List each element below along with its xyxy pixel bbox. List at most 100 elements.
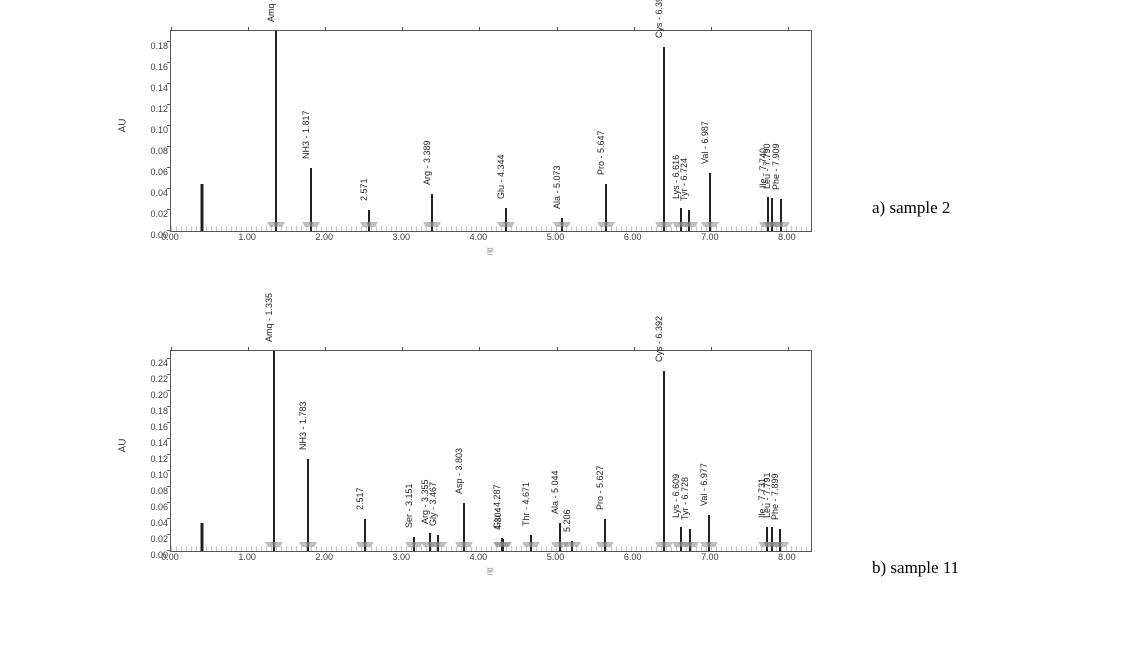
x-tick: 5.00 [547,552,565,562]
peak-label: Phe - 7.909 [771,144,781,191]
peak-marker-icon [273,222,285,232]
y-axis-label-b: AU [117,439,128,453]
peak-marker-icon [271,542,283,552]
y-tick: 0.06 [138,167,168,177]
y-tick: 0.20 [138,390,168,400]
peak [275,31,277,231]
x-tick: 8.00 [778,552,796,562]
peak-label: Phe - 7.899 [770,473,780,520]
peak-marker-icon [500,542,512,552]
peak-label: Thr - 4.671 [521,482,531,526]
injection-peak [200,184,203,231]
chromatogram-panel-b: AU 0.000.020.040.060.080.100.120.140.160… [120,340,840,590]
y-tick: 0.16 [138,62,168,72]
peak-label: Glu - 4.344 [496,154,506,199]
y-tick: 0.12 [138,104,168,114]
y-tick: 0.04 [138,518,168,528]
peak-label: Cys - 6.392 [654,316,664,362]
peak-marker-icon [706,542,718,552]
peak-label: Asp - 3.803 [454,448,464,494]
peak-label: Ser - 3.151 [404,483,414,528]
y-tick: 0.18 [138,406,168,416]
x-tick: 3.00 [393,552,411,562]
peak-marker-icon [778,222,790,232]
peak-marker-icon [603,222,615,232]
x-tick: 4.00 [470,232,488,242]
x-tick: 6.00 [624,552,642,562]
peak-label: Tyr - 6.724 [679,158,689,201]
y-axis-b: 0.000.020.040.060.080.100.120.140.160.18… [138,350,168,550]
peak [663,371,665,551]
caption-b: b) sample 11 [872,558,959,578]
y-tick: 0.02 [138,534,168,544]
y-tick: 0.24 [138,358,168,368]
x-tick: 5.00 [547,232,565,242]
peak-marker-icon [305,542,317,552]
x-tick: 1.00 [238,552,256,562]
y-axis-label-a: AU [117,119,128,133]
peak-label: Gly - 3.467 [428,482,438,526]
peak-marker-icon [503,222,515,232]
y-axis-a: 0.000.020.040.060.080.100.120.140.160.18 [138,30,168,230]
peak-marker-icon [777,542,789,552]
chromatogram-panel-a: AU 0.000.020.040.060.080.100.120.140.160… [120,20,840,270]
x-axis-a: 분 0.001.002.003.004.005.006.007.008.00 [170,232,810,252]
x-tick: 1.00 [238,232,256,242]
y-tick: 0.04 [138,188,168,198]
peak-marker-icon [308,222,320,232]
y-tick: 0.10 [138,125,168,135]
peak-label: NH3 - 1.817 [301,110,311,159]
y-tick: 0.22 [138,374,168,384]
peak-label: Amq - 1.362 [266,0,276,22]
x-tick: 8.00 [778,232,796,242]
peak-label: Val - 6.977 [699,463,709,506]
peak-marker-icon [528,542,540,552]
x-axis-label-b: 분 [486,566,493,577]
peak-label: Tyr - 6.728 [680,477,690,520]
x-tick: 7.00 [701,552,719,562]
peak-label: 5.206 [562,510,572,533]
peak-label: Pro - 5.627 [595,465,605,510]
peak-label: NH3 - 1.783 [298,401,308,450]
peak-label: Val - 6.987 [700,121,710,164]
page: AU 0.00 0.02 0.04 0.06 0.08 0.10 0.12 0.14 0.16 0… [0,0,1133,667]
peak-label: 2.517 [355,487,365,510]
peak-marker-icon [461,542,473,552]
x-tick: 2.00 [315,552,333,562]
y-tick: 0.10 [138,470,168,480]
peak-label: 2.571 [359,178,369,201]
plot-area-a: Amq - 1.362NH3 - 1.8172.571Arg - 3.389Gl… [170,30,812,232]
peak-marker-icon [429,222,441,232]
peak-label: Pro - 5.647 [596,130,606,175]
x-tick: 2.00 [315,232,333,242]
x-tick: 3.00 [393,232,411,242]
peak-marker-icon [687,542,699,552]
y-tick: 0.02 [138,209,168,219]
y-tick: 0.14 [138,83,168,93]
y-tick: 0.06 [138,502,168,512]
peak-marker-icon [366,222,378,232]
peak-label: Cys - 6.399 [654,0,664,38]
y-tick: 0.12 [138,454,168,464]
y-tick: 0.08 [138,486,168,496]
peak-marker-icon [435,542,447,552]
injection-peak [200,523,203,551]
y-tick: 0.14 [138,438,168,448]
x-tick: 4.00 [470,552,488,562]
caption-a: a) sample 2 [872,198,950,218]
x-tick: 0.00 [161,552,179,562]
peak-marker-icon [707,222,719,232]
peak [307,459,309,551]
peak [663,47,665,231]
x-axis-b: 분 0.001.002.003.004.005.006.007.008.00 [170,552,810,572]
plot-area-b: Amq - 1.335NH3 - 1.7832.517Ser - 3.151Ar… [170,350,812,552]
peak-label: 4.304 [493,507,503,530]
peak-marker-icon [602,542,614,552]
y-tick: 0.18 [138,41,168,51]
x-tick: 6.00 [624,232,642,242]
peak-label: Ala - 5.073 [552,166,562,210]
x-axis-label-a: 분 [486,246,493,257]
peak [273,351,275,551]
peak-label: Arg - 3.389 [422,141,432,186]
peak-marker-icon [559,222,571,232]
